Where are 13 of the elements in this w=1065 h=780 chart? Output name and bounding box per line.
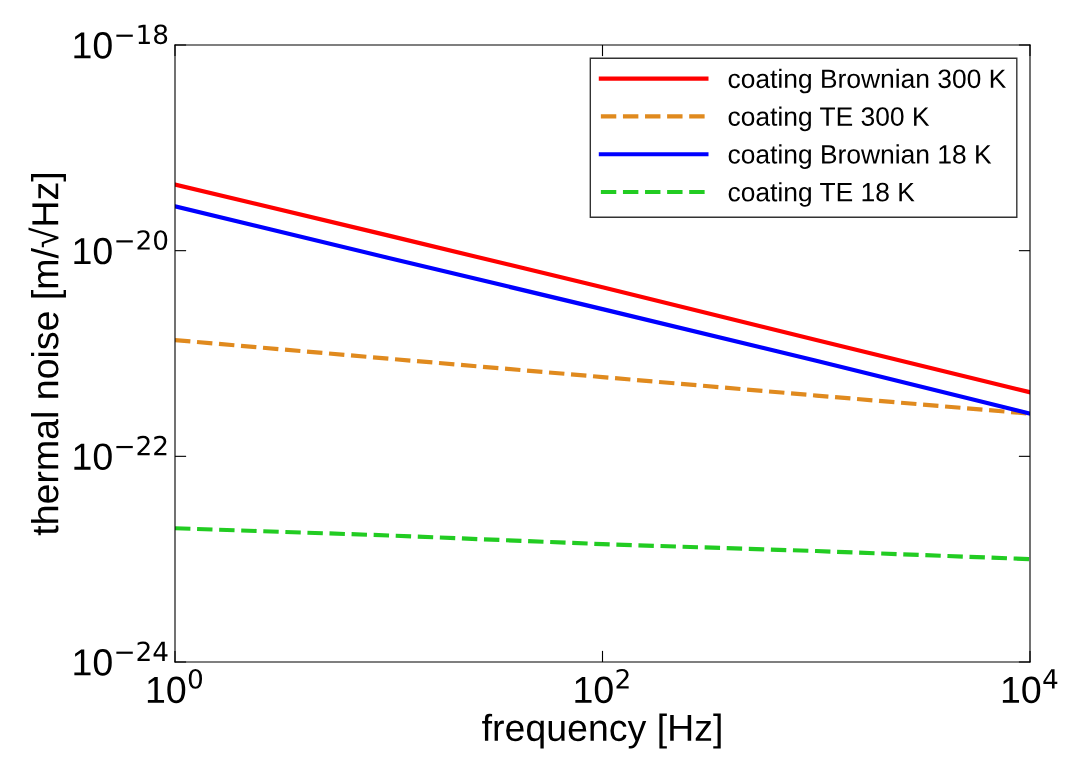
legend-label: coating TE 300 K (728, 106, 930, 132)
y-tick-label: 10$^{−20}$ (74, 230, 168, 265)
line-series (175, 526, 1030, 562)
x-tick-label: 10$^{2}$ (575, 668, 629, 704)
legend-label: coating TE 18 K (728, 182, 915, 207)
y-axis-title: thermal noise [m/√Hz] (28, 173, 66, 536)
line-series (175, 182, 1030, 395)
y-tick-label: 10$^{−18}$ (74, 24, 168, 59)
y-tick-label: 10$^{−22}$ (74, 435, 167, 470)
x-axis-title: frequency [Hz] (482, 713, 721, 749)
x-tick-label: 10$^{4}$ (1002, 669, 1058, 704)
legend-label: coating Brownian 18 K (728, 144, 992, 169)
legend-label: coating Brownian 300 K (728, 68, 1006, 94)
